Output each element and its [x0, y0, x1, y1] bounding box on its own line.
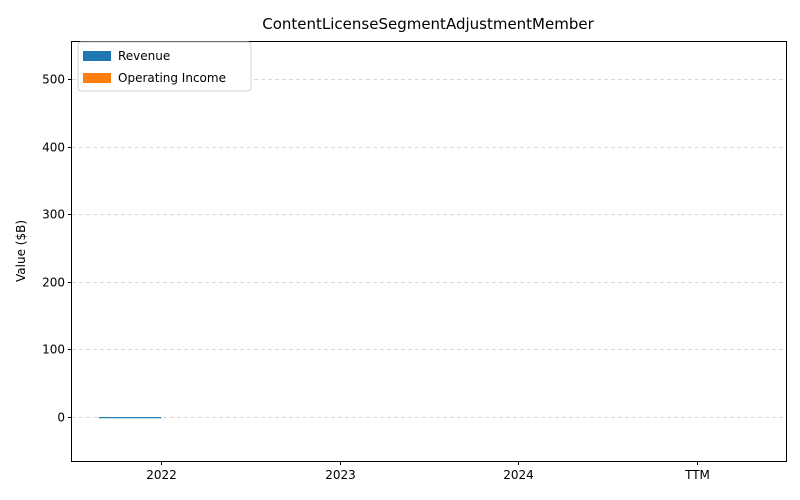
- y-axis: 0 100 200 300 400 500: [42, 73, 72, 425]
- plot-frame: [71, 41, 787, 462]
- y-tick-label: 400: [42, 141, 65, 155]
- y-axis-label: Value ($B): [14, 220, 28, 282]
- legend-label: Operating Income: [118, 71, 226, 85]
- y-tick-label: 0: [57, 411, 65, 425]
- legend: Revenue Operating Income: [77, 41, 252, 92]
- x-tick-label: 2022: [146, 468, 177, 482]
- bar-revenue: [98, 417, 162, 419]
- legend-swatch: [83, 51, 111, 61]
- grid-lines: [72, 79, 786, 418]
- x-axis: 2022 2023 2024 TTM: [146, 461, 710, 482]
- y-tick-label: 300: [42, 208, 65, 222]
- bars: [98, 417, 162, 419]
- x-tick-label: 2023: [325, 468, 356, 482]
- x-tick-label: 2024: [503, 468, 534, 482]
- x-tick-label: TTM: [684, 468, 710, 482]
- y-tick-label: 500: [42, 73, 65, 87]
- chart-title: ContentLicenseSegmentAdjustmentMember: [262, 15, 594, 33]
- y-tick-label: 100: [42, 343, 65, 357]
- y-tick-label: 200: [42, 276, 65, 290]
- legend-box: [77, 41, 252, 92]
- legend-swatch: [83, 73, 111, 83]
- legend-label: Revenue: [118, 49, 170, 63]
